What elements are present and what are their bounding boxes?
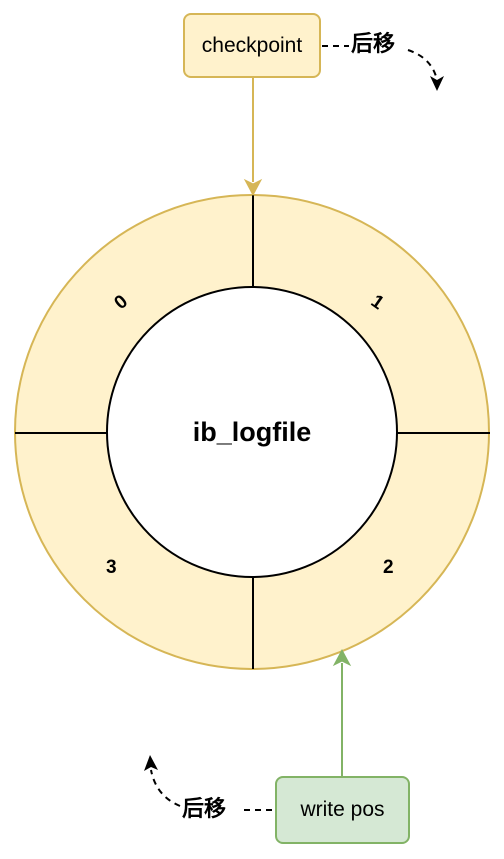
writepos-move-curve [150, 769, 181, 807]
writepos-move-arrowhead [144, 755, 158, 771]
checkpoint-move-curve [407, 49, 438, 81]
center-label: ib_logfile [192, 417, 312, 447]
checkpoint-label: checkpoint [201, 33, 303, 57]
write-pos-box: write pos [275, 776, 410, 844]
writepos-arrowhead [332, 648, 352, 667]
segment-label-2: 2 [383, 557, 394, 578]
write-pos-label: write pos [300, 798, 385, 821]
checkpoint-move-label: 后移 [351, 32, 396, 57]
segment-label-3: 3 [106, 557, 117, 578]
checkpoint-box: checkpoint [183, 13, 321, 78]
checkpoint-arrowhead [243, 178, 263, 197]
checkpoint-move-arrowhead [430, 76, 444, 91]
write-pos-move-label: 后移 [182, 797, 227, 822]
